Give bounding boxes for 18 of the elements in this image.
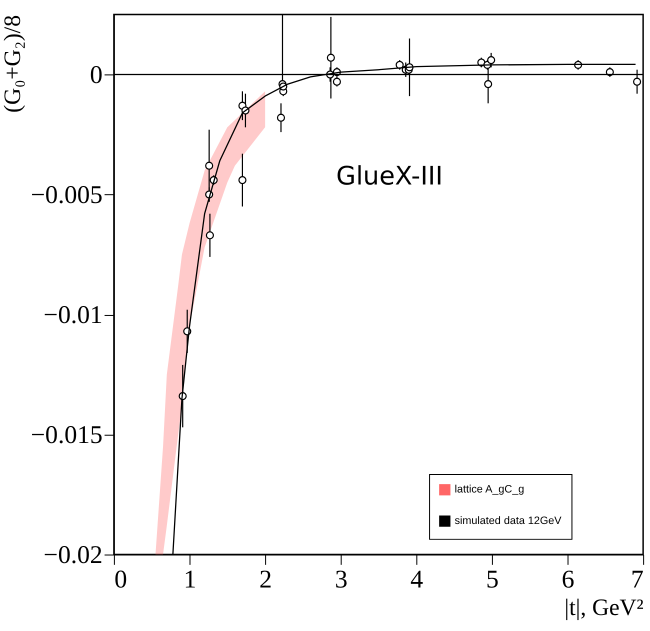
- x-tick-label: 6: [562, 564, 574, 594]
- legend-label: lattice A_gC_g: [454, 484, 524, 496]
- x-tick-label: 2: [259, 564, 272, 594]
- x-axis-title: |t|, GeV²: [564, 594, 644, 621]
- y-tick-label: −0.02: [44, 540, 103, 569]
- x-tick-label: 4: [410, 564, 424, 594]
- y-tick-label: 0: [90, 60, 103, 89]
- x-tick-label: 0: [114, 564, 128, 594]
- x-tick-label: 3: [334, 564, 348, 594]
- y-axis-title: (G₀+G₂)/8: [0, 14, 26, 113]
- annotation: GlueX-III: [336, 161, 443, 192]
- x-tick-label: 5: [486, 564, 499, 594]
- x-tick-label: 7: [630, 564, 644, 594]
- y-tick-label: −0.005: [30, 180, 103, 209]
- legend-label: simulated data 12GeV: [454, 515, 562, 528]
- y-tick-label: −0.01: [44, 300, 103, 329]
- y-tick-label: −0.015: [30, 420, 103, 449]
- x-tick-label: 1: [184, 564, 196, 594]
